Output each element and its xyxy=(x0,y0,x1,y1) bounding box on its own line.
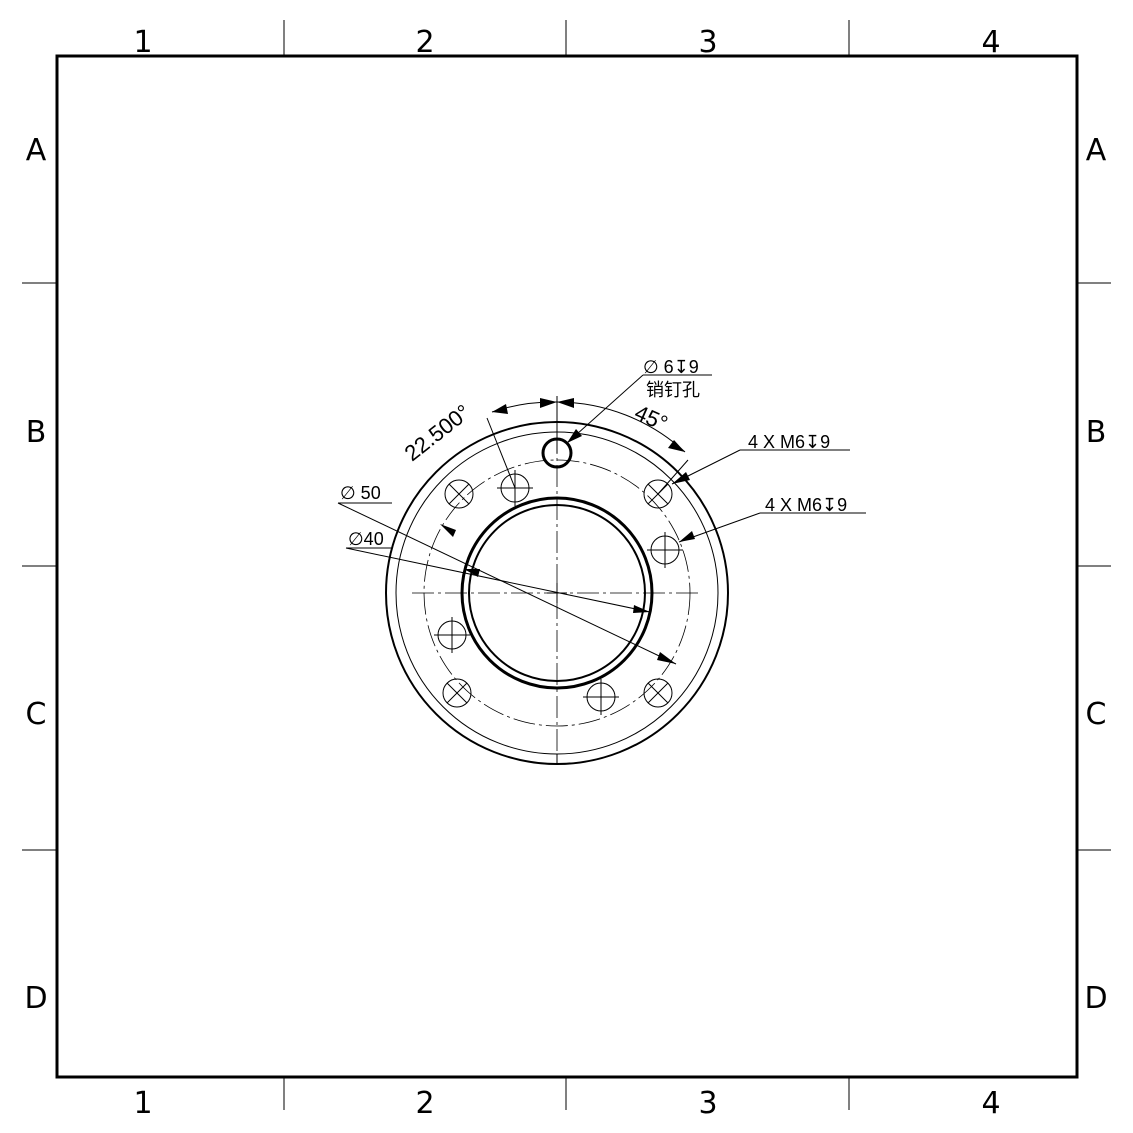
tapped-hole-1 xyxy=(444,479,474,509)
angle-large-label: 45° xyxy=(631,400,672,436)
column-label-bottom-1: 1 xyxy=(133,1086,152,1121)
row-label-right-b: B xyxy=(1086,415,1107,450)
row-label-right-a: A xyxy=(1086,133,1107,168)
pin-hole-spec-label: ∅ 6↧9 xyxy=(643,357,699,377)
thread-callout-2-label: 4 X M6↧9 xyxy=(765,495,847,515)
row-label-right-c: C xyxy=(1086,697,1107,732)
column-label-bottom-2: 2 xyxy=(415,1086,434,1121)
row-label-left-c: C xyxy=(26,697,47,732)
diameter-40-label: ∅40 xyxy=(348,529,384,549)
sheet-border xyxy=(55,54,1079,1079)
row-label-left-a: A xyxy=(26,133,47,168)
column-label-bottom-4: 4 xyxy=(981,1086,1000,1121)
flange-part-view xyxy=(337,374,866,765)
row-label-left-b: B xyxy=(26,415,47,450)
column-label-top-3: 3 xyxy=(698,25,717,60)
row-label-left-d: D xyxy=(24,981,47,1016)
through-hole-3 xyxy=(434,617,470,653)
column-label-top-1: 1 xyxy=(133,25,152,60)
angle-small-label: 22.500° xyxy=(400,399,475,466)
through-hole-2 xyxy=(647,532,683,568)
column-label-top-4: 4 xyxy=(981,25,1000,60)
thread-callout-1-label: 4 X M6↧9 xyxy=(748,432,830,452)
zone-ticks xyxy=(22,20,1111,1110)
row-label-right-d: D xyxy=(1084,981,1107,1016)
through-hole-4 xyxy=(583,679,619,715)
pin-hole-name-label: 销钉孔 xyxy=(646,380,700,400)
diameter-50-label: ∅ 50 xyxy=(340,483,381,503)
angle-dim-arc-large xyxy=(556,401,686,453)
tapped-hole-4 xyxy=(643,678,673,708)
column-label-top-2: 2 xyxy=(415,25,434,60)
column-label-bottom-3: 3 xyxy=(698,1086,717,1121)
tapped-hole-3 xyxy=(442,678,472,708)
diameter-40-leader xyxy=(345,547,651,613)
diameter-50-leader xyxy=(337,502,677,665)
pin-hole-leader xyxy=(566,374,644,444)
